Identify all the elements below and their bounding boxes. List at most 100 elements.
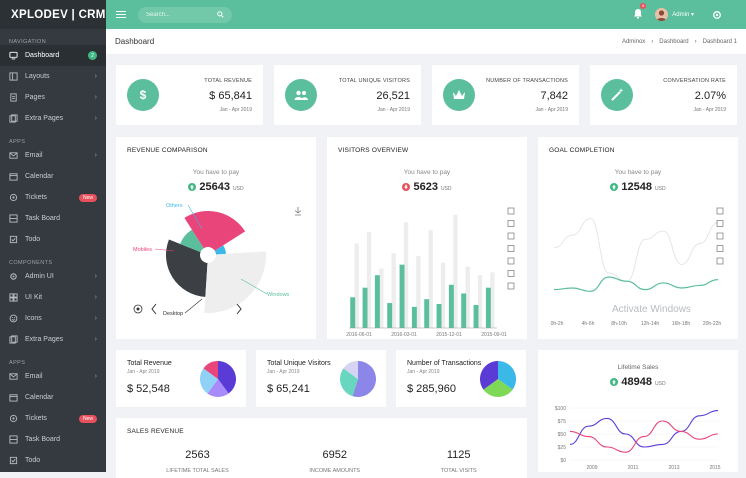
axis-tick-label: 20h-22h <box>703 321 722 327</box>
pay-label: You have to pay <box>192 169 240 176</box>
axis-tick-label: 16h-18h <box>672 321 691 327</box>
axis-tick-label: 2015 <box>709 465 720 471</box>
sidebar-item-label: Tickets <box>25 194 47 201</box>
sidebar-item-tickets[interactable]: Tickets New <box>0 408 106 429</box>
mini-pie-chart[interactable] <box>339 360 377 398</box>
sidebar-item-task-board[interactable]: Task Board <box>0 429 106 450</box>
breadcrumb-item[interactable]: Adminox <box>621 38 646 45</box>
calendar-icon <box>9 393 18 402</box>
revenue-pie-chart[interactable]: Others Mobiles Windows Desktop <box>116 189 316 339</box>
bar <box>453 214 458 328</box>
search-box[interactable] <box>138 6 232 23</box>
sidebar-item-layouts[interactable]: Layouts › <box>0 66 106 87</box>
bar <box>391 253 396 328</box>
series-line <box>569 420 719 453</box>
nav-section-heading: APPS <box>9 139 26 145</box>
search-input[interactable] <box>146 11 210 18</box>
sidebar-item-label: Calendar <box>25 173 54 180</box>
menu-toggle-icon[interactable] <box>116 10 126 19</box>
top-bar: 8 Admin ▾ <box>106 0 746 29</box>
breadcrumb-item: Dashboard 1 <box>702 38 737 45</box>
sidebar-item-email[interactable]: Email › <box>0 145 106 166</box>
breadcrumb-item[interactable]: Dashboard <box>659 38 689 45</box>
sidebar-item-pages[interactable]: Pages › <box>0 87 106 108</box>
chevron-right-icon: › <box>94 315 97 322</box>
pie-label: Others <box>166 203 183 209</box>
todo-icon <box>9 235 18 244</box>
stat-value: 6952 <box>322 449 347 461</box>
sidebar-item-extra-pages[interactable]: Extra Pages › <box>0 329 106 350</box>
brand-logo[interactable]: XPLODEV | CRM <box>0 0 106 29</box>
series-line <box>553 276 719 292</box>
taskboard-icon <box>9 214 18 223</box>
sidebar-item-icons[interactable]: Icons › <box>0 308 106 329</box>
pie-slice <box>483 379 513 397</box>
mini-stat-card: Total Unique Visitors Jan - Apr 2019 $ 65,… <box>256 350 386 407</box>
stat-value: 2563 <box>185 449 210 461</box>
amount-value: 48948 <box>621 376 653 388</box>
sidebar-item-dashboard[interactable]: Dashboard 2 <box>0 45 106 66</box>
stat-value: 26,521 <box>376 89 410 102</box>
sidebar-item-calendar[interactable]: Calendar <box>0 387 106 408</box>
sidebar-badge: New <box>78 193 97 202</box>
sidebar-item-tickets[interactable]: Tickets New <box>0 187 106 208</box>
axis-tick-label: $25 <box>558 445 567 451</box>
mini-pie-chart[interactable] <box>199 360 237 398</box>
avatar[interactable] <box>655 8 669 21</box>
bar <box>485 287 491 328</box>
currency: USD <box>233 185 244 192</box>
dollar-icon: $ <box>127 79 159 111</box>
pie-label: Desktop <box>163 311 183 317</box>
kit-icon <box>9 293 18 302</box>
card-title: VISITORS OVERVIEW <box>338 147 409 154</box>
user-menu[interactable]: Admin ▾ <box>672 12 694 18</box>
sidebar-item-admin-ui[interactable]: Admin UI › <box>0 266 106 287</box>
bar <box>440 262 446 328</box>
up-arrow-icon <box>610 378 619 386</box>
sidebar-item-label: Layouts <box>25 73 50 80</box>
bar <box>436 304 442 328</box>
stat-card: TOTAL UNIQUE VISITORS 26,521 Jan - Apr 201… <box>274 65 421 125</box>
ticket-icon <box>9 193 18 202</box>
pie-slice <box>498 361 516 390</box>
bar <box>448 284 454 328</box>
sidebar-item-calendar[interactable]: Calendar <box>0 166 106 187</box>
bar <box>461 293 467 328</box>
visitors-bar-chart[interactable]: 2016-06-01 2016-03-01 2015-12-01 2015-09-01 <box>327 199 527 339</box>
axis-tick-label: 2009 <box>586 465 597 471</box>
revenue-comparison-card: REVENUE COMPARISON You have to pay 25643… <box>116 137 316 339</box>
sidebar-item-ui-kit[interactable]: UI Kit › <box>0 287 106 308</box>
sidebar-item-todo[interactable]: Todo <box>0 450 106 471</box>
bar <box>379 268 384 328</box>
stat-period: Jan - Apr 2019 <box>535 106 568 113</box>
notification-bell-icon[interactable]: 8 <box>633 2 647 24</box>
pie-slice <box>180 229 208 255</box>
bar <box>416 256 421 328</box>
sidebar-item-email[interactable]: Email › <box>0 366 106 387</box>
pie-slice <box>184 211 246 255</box>
axis-tick-label: $0 <box>560 458 566 464</box>
axis-tick-label: 2016-06-01 <box>346 332 372 338</box>
chevron-right-icon: › <box>94 115 97 122</box>
lifetime-sales-chart[interactable]: $100 $75 $50 $25 $0 2009 2011 2013 2015 <box>538 396 738 478</box>
sidebar-item-todo[interactable]: Todo <box>0 229 106 250</box>
users-icon <box>285 79 317 111</box>
bar <box>411 306 417 328</box>
bar <box>366 232 372 328</box>
chevron-right-icon: › <box>94 73 97 80</box>
pie-slice <box>352 361 376 397</box>
sidebar-item-task-board[interactable]: Task Board <box>0 208 106 229</box>
stat-period: Jan - Apr 2019 <box>219 106 252 113</box>
sidebar-item-extra-pages[interactable]: Extra Pages › <box>0 108 106 129</box>
sidebar-item-label: Admin UI <box>25 273 54 280</box>
up-arrow-icon <box>610 183 619 191</box>
page-title: Dashboard <box>115 37 155 46</box>
gear-icon[interactable] <box>712 10 722 20</box>
bar <box>465 266 470 328</box>
stat-period: Jan - Apr 2019 <box>693 106 726 113</box>
search-icon[interactable] <box>217 11 224 18</box>
pie-label: Mobiles <box>133 247 152 253</box>
mini-pie-chart[interactable] <box>479 360 517 398</box>
goal-line-chart[interactable]: 0h-2h 4h-6h 8h-10h 12h-14h 16h-18h 20h-22h <box>538 199 738 339</box>
magic-wand-icon <box>601 79 633 111</box>
